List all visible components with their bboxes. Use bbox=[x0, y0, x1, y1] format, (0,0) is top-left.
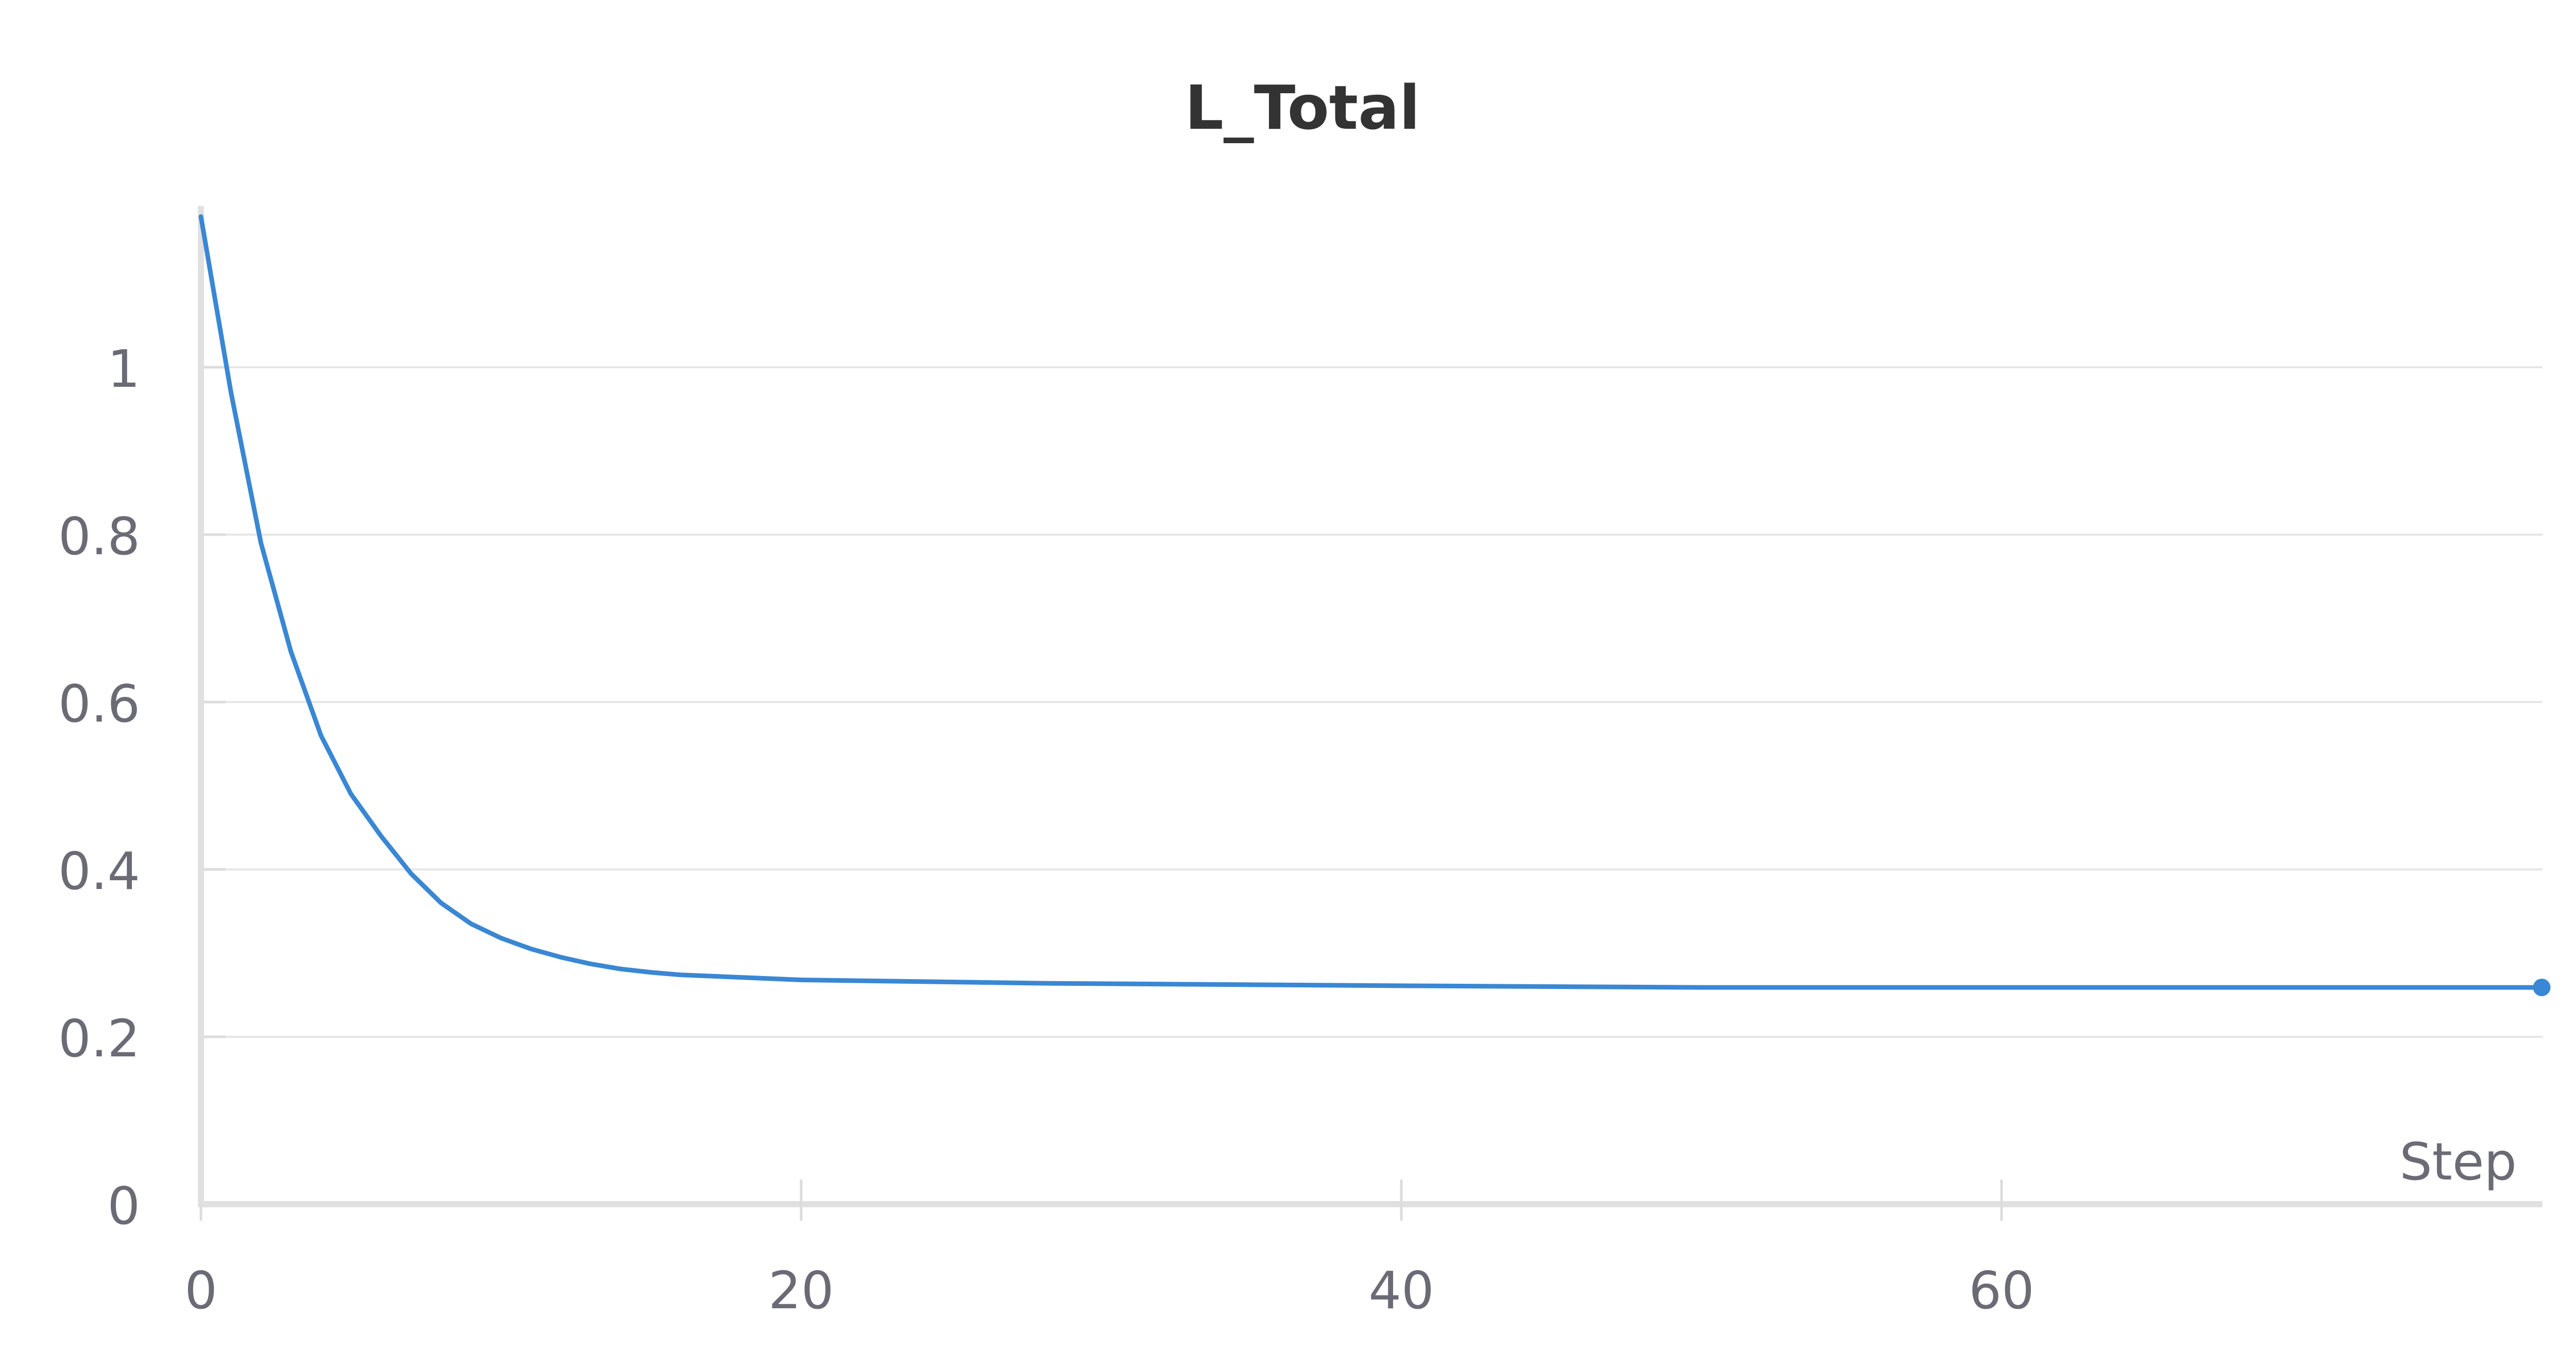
y-tick-label: 0.8 bbox=[58, 506, 140, 567]
tick-labels: 0 0.2 0.4 0.6 0.8 1 0 20 40 60 Step bbox=[58, 339, 2517, 1321]
chart-title: L_Total bbox=[1184, 72, 1420, 143]
gridlines bbox=[201, 366, 2543, 1038]
x-tick-label: 40 bbox=[1368, 1260, 1434, 1321]
y-tick-label: 0 bbox=[107, 1176, 140, 1236]
y-tick-label: 0.4 bbox=[58, 841, 140, 901]
y-tick-label: 0.2 bbox=[58, 1008, 140, 1069]
y-tick-label: 0.6 bbox=[58, 674, 140, 734]
series-layer bbox=[198, 214, 2551, 997]
x-axis-label: Step bbox=[2399, 1132, 2517, 1192]
x-tick-label: 60 bbox=[1969, 1260, 2034, 1321]
series-end-point bbox=[2533, 979, 2551, 997]
x-tick-label: 0 bbox=[184, 1260, 217, 1321]
y-tick-label: 1 bbox=[107, 339, 140, 399]
axes bbox=[198, 206, 2543, 1221]
series-line bbox=[198, 214, 2544, 990]
x-tick-label: 20 bbox=[768, 1260, 834, 1321]
